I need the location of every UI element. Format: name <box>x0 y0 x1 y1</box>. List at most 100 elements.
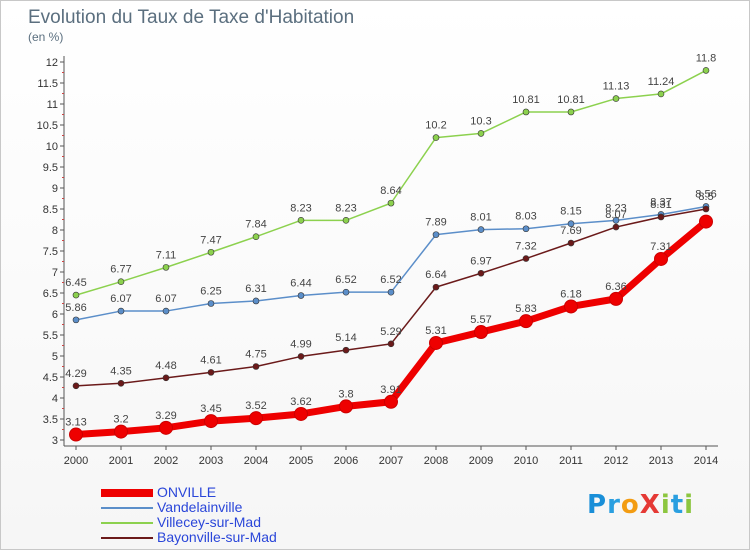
data-point-bayonville-sur-mad <box>612 223 620 231</box>
chart-title: Evolution du Taux de Taxe d'Habitation <box>28 7 355 28</box>
y-tick-label: 10.5 <box>37 120 58 132</box>
data-point-onville <box>474 325 488 340</box>
legend-label: Vandelainville <box>157 499 243 515</box>
data-label-bayonville-sur-mad: 7.32 <box>515 241 536 253</box>
data-point-bayonville-sur-mad <box>252 363 260 370</box>
data-label-onville: 3.52 <box>245 400 266 412</box>
data-label-bayonville-sur-mad: 5.14 <box>335 332 356 344</box>
y-tick-label: 8 <box>52 225 58 237</box>
legend-label: ONVILLE <box>157 484 217 500</box>
proxiti-logo: ProXiti <box>587 490 694 520</box>
data-point-vandelainville <box>567 220 575 227</box>
data-point-villecey-sur-mad <box>702 67 710 74</box>
y-tick-label: 9 <box>52 183 58 195</box>
data-point-onville <box>339 399 353 414</box>
x-tick-label: 2007 <box>379 455 403 467</box>
data-label-villecey-sur-mad: 8.64 <box>380 185 401 197</box>
data-label-vandelainville: 6.07 <box>110 293 131 305</box>
data-point-bayonville-sur-mad <box>207 369 215 376</box>
legend-item: Vandelainville <box>101 500 242 515</box>
data-label-vandelainville: 8.01 <box>470 212 491 224</box>
data-point-onville <box>654 251 668 266</box>
data-point-onville <box>69 427 83 442</box>
data-point-bayonville-sur-mad <box>567 239 575 247</box>
data-label-vandelainville: 6.31 <box>245 283 266 295</box>
data-label-bayonville-sur-mad: 4.75 <box>245 349 266 361</box>
data-label-villecey-sur-mad: 11.13 <box>603 81 630 93</box>
data-point-villecey-sur-mad <box>567 108 575 116</box>
x-tick-label: 2010 <box>514 455 538 467</box>
data-label-villecey-sur-mad: 6.77 <box>110 264 131 276</box>
data-label-bayonville-sur-mad: 6.97 <box>470 255 491 267</box>
data-label-vandelainville: 6.52 <box>335 274 356 286</box>
data-label-villecey-sur-mad: 10.3 <box>470 115 491 127</box>
data-label-vandelainville: 7.89 <box>425 217 446 229</box>
data-label-bayonville-sur-mad: 8.07 <box>605 209 626 221</box>
data-point-vandelainville <box>162 307 170 315</box>
data-label-onville: 5.83 <box>515 303 536 315</box>
data-point-vandelainville <box>207 300 215 307</box>
data-label-bayonville-sur-mad: 5.29 <box>380 326 401 338</box>
data-label-onville: 5.31 <box>425 325 446 337</box>
data-label-onville: 3.45 <box>200 403 221 415</box>
data-point-villecey-sur-mad <box>612 95 620 102</box>
data-label-bayonville-sur-mad: 4.61 <box>200 354 221 366</box>
data-point-onville <box>429 335 443 350</box>
data-point-vandelainville <box>117 307 125 315</box>
data-point-villecey-sur-mad <box>117 278 125 285</box>
data-label-villecey-sur-mad: 8.23 <box>290 202 311 214</box>
legend-swatch <box>101 506 153 509</box>
data-point-villecey-sur-mad <box>432 134 440 141</box>
data-label-onville: 3.13 <box>65 417 86 429</box>
data-label-villecey-sur-mad: 10.2 <box>425 120 446 132</box>
data-point-villecey-sur-mad <box>657 90 665 98</box>
data-label-villecey-sur-mad: 8.23 <box>335 202 356 214</box>
data-point-villecey-sur-mad <box>342 217 350 224</box>
x-tick-label: 2009 <box>469 455 493 467</box>
chart-unit-label: (en %) <box>28 30 64 44</box>
logo-letter: t <box>670 490 685 520</box>
y-tick-label: 6 <box>52 309 58 321</box>
data-label-bayonville-sur-mad: 8.31 <box>650 199 671 211</box>
data-point-onville <box>204 414 218 429</box>
legend-swatch <box>101 536 153 539</box>
data-point-bayonville-sur-mad <box>702 205 710 213</box>
data-point-onville <box>564 299 578 314</box>
data-label-onville: 3.8 <box>338 388 353 400</box>
legend-swatch <box>101 521 153 524</box>
data-label-vandelainville: 8.56 <box>695 188 716 200</box>
data-point-vandelainville <box>432 231 440 238</box>
data-point-villecey-sur-mad <box>162 264 170 271</box>
data-label-villecey-sur-mad: 7.47 <box>200 234 221 246</box>
x-tick-label: 2000 <box>64 455 88 467</box>
y-tick-label: 11 <box>47 99 58 111</box>
legend-swatch <box>101 488 153 497</box>
logo-letter: P <box>587 490 608 520</box>
legend-item: Bayonville-sur-Mad <box>101 530 277 545</box>
data-point-bayonville-sur-mad <box>522 255 530 262</box>
data-point-bayonville-sur-mad <box>72 382 80 390</box>
data-label-bayonville-sur-mad: 7.69 <box>560 225 581 237</box>
data-label-vandelainville: 8.37 <box>650 196 671 208</box>
data-label-onville: 5.57 <box>470 314 491 326</box>
data-label-onville: 6.36 <box>605 281 626 293</box>
data-point-vandelainville <box>387 288 395 296</box>
x-tick-label: 2001 <box>109 455 133 467</box>
data-point-onville <box>294 406 308 421</box>
data-label-villecey-sur-mad: 11.24 <box>648 76 675 88</box>
data-point-vandelainville <box>252 297 260 305</box>
data-label-villecey-sur-mad: 7.11 <box>156 249 177 261</box>
data-label-onville: 3.62 <box>290 396 311 408</box>
data-point-vandelainville <box>477 226 485 233</box>
data-point-onville <box>699 214 713 229</box>
data-point-vandelainville <box>522 225 530 233</box>
y-tick-label: 7.5 <box>43 246 58 258</box>
legend-label: Villecey-sur-Mad <box>157 514 261 530</box>
data-label-vandelainville: 6.07 <box>155 293 176 305</box>
data-label-bayonville-sur-mad: 4.99 <box>290 338 311 350</box>
x-tick-label: 2005 <box>289 455 313 467</box>
data-point-bayonville-sur-mad <box>117 379 125 387</box>
data-label-vandelainville: 8.23 <box>605 202 626 214</box>
